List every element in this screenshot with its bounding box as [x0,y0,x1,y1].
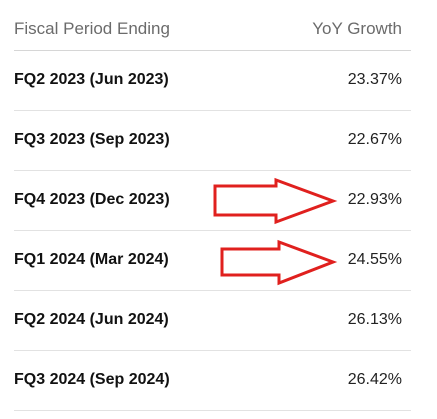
table-row: FQ3 2023 (Sep 2023) 22.67% [14,111,411,171]
table-row: FQ2 2024 (Jun 2024) 26.13% [14,291,411,351]
header-yoy-growth: YoY Growth [312,19,402,38]
header-fiscal-period: Fiscal Period Ending [14,19,170,38]
period-cell: FQ2 2023 (Jun 2023) [14,71,169,88]
period-cell: FQ3 2023 (Sep 2023) [14,131,170,148]
growth-cell: 22.67% [347,131,402,148]
table-row: FQ2 2023 (Jun 2023) 23.37% [14,51,411,111]
growth-cell: 23.37% [347,71,402,88]
period-cell: FQ2 2024 (Jun 2024) [14,311,169,328]
table-row: FQ1 2024 (Mar 2024) 24.55% [14,231,411,291]
table-row: FQ3 2024 (Sep 2024) 26.42% [14,351,411,411]
growth-cell: 24.55% [347,251,402,268]
period-cell: FQ3 2024 (Sep 2024) [14,371,170,388]
growth-cell: 22.93% [347,191,402,208]
period-cell: FQ4 2023 (Dec 2023) [14,191,170,208]
table-row: FQ4 2023 (Dec 2023) 22.93% [14,171,411,231]
period-cell: FQ1 2024 (Mar 2024) [14,251,169,268]
growth-cell: 26.13% [347,311,402,328]
growth-cell: 26.42% [347,371,402,388]
table-header: Fiscal Period Ending YoY Growth [14,0,411,51]
growth-table: Fiscal Period Ending YoY Growth FQ2 2023… [14,0,411,411]
